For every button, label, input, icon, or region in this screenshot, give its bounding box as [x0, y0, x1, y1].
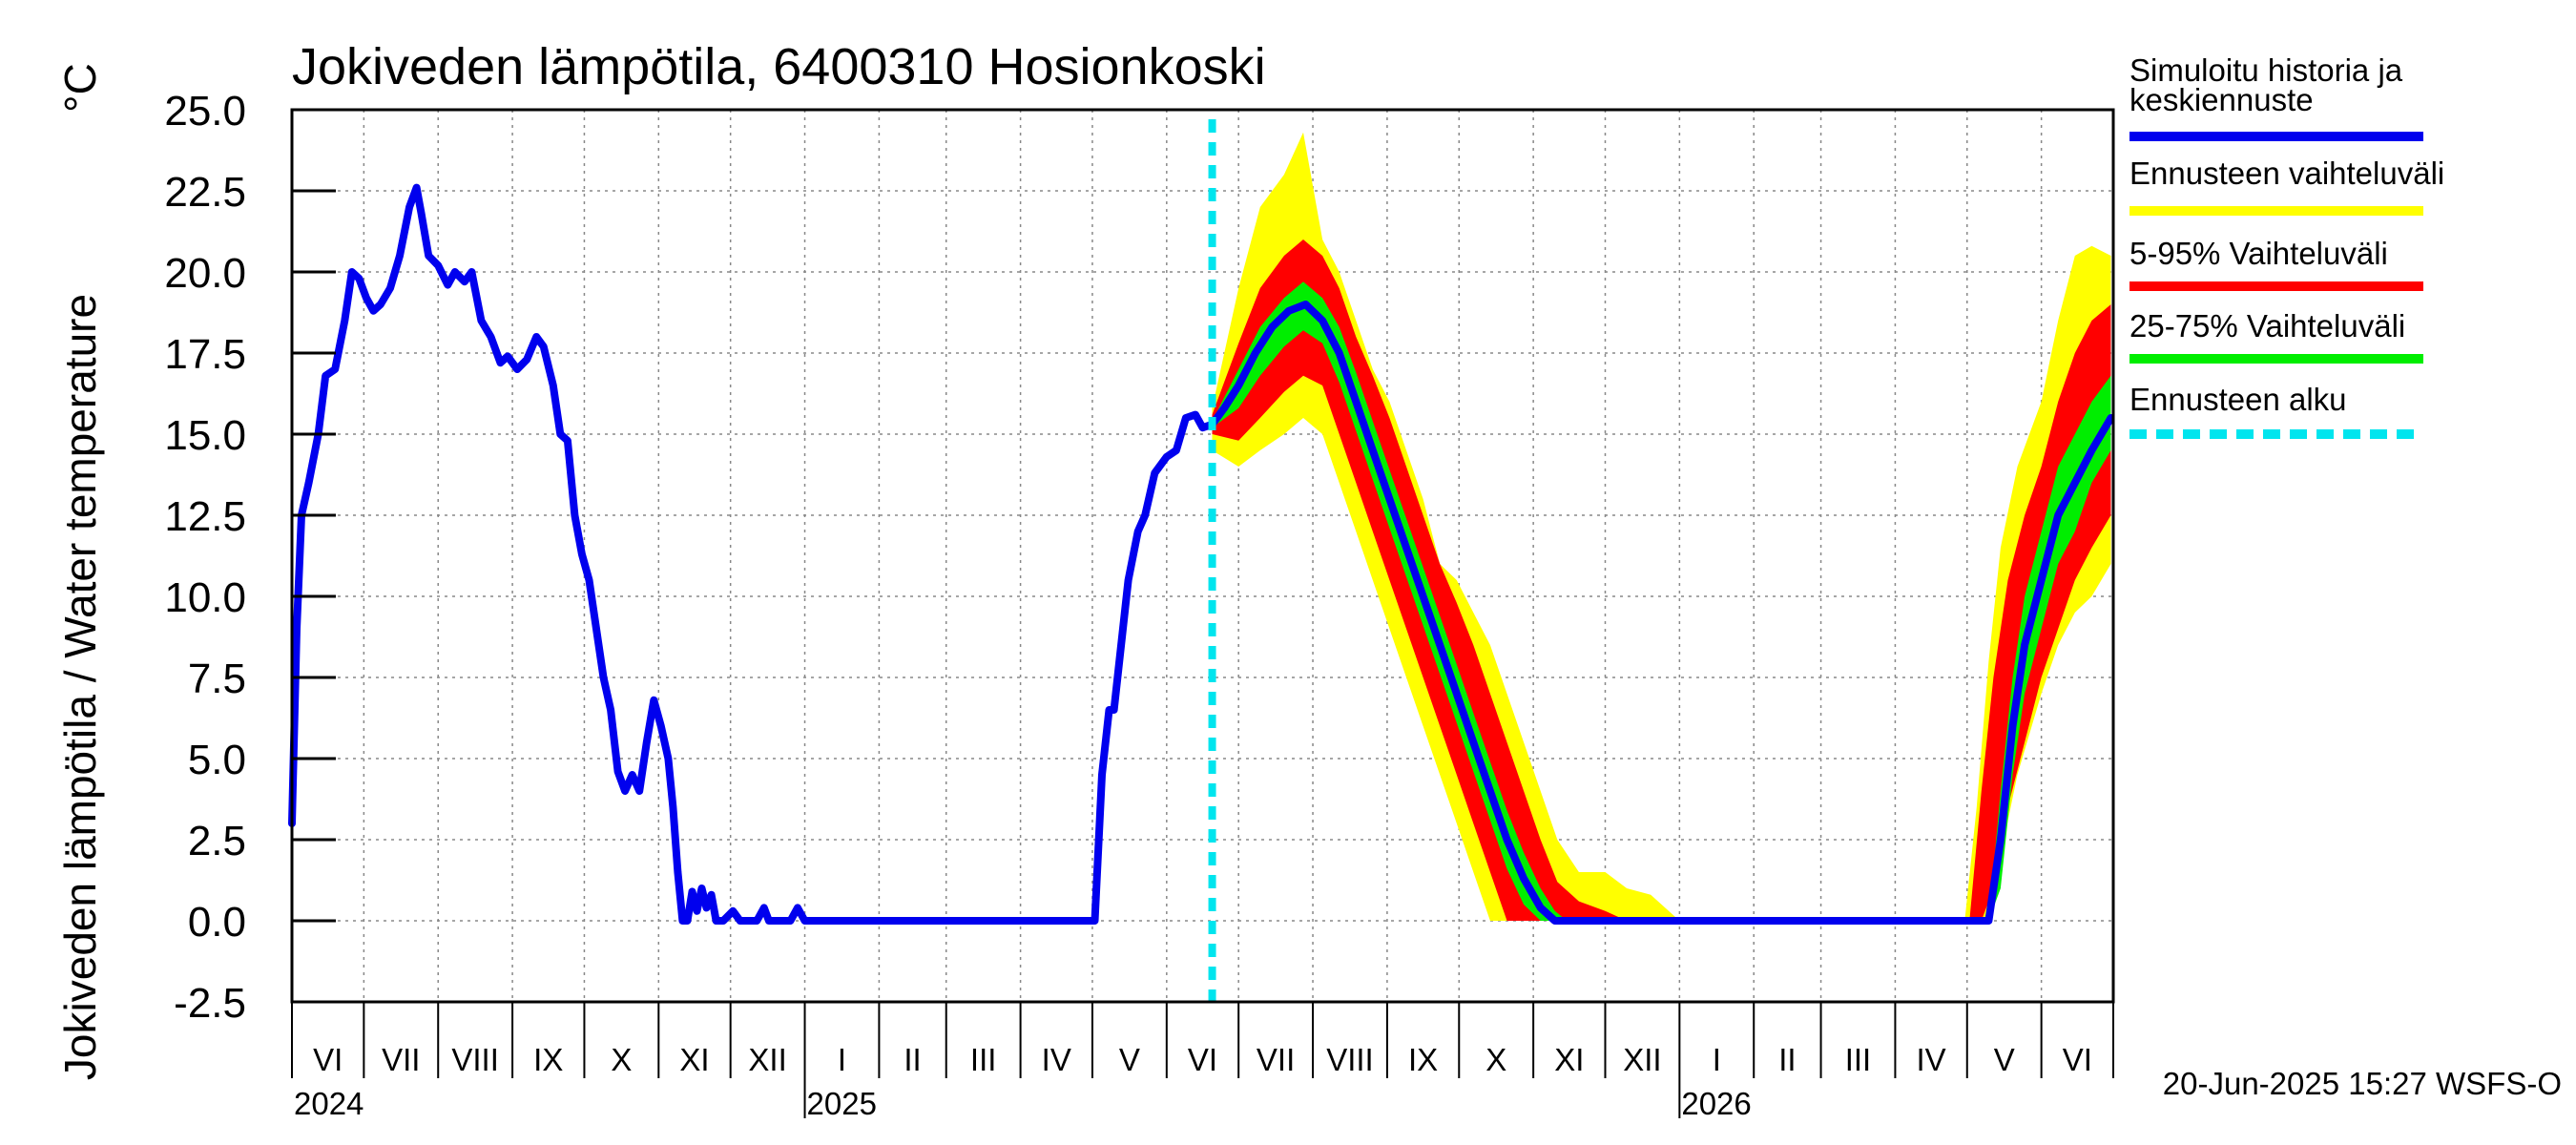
x-year-label: 2024: [294, 1086, 364, 1121]
x-month-label: V: [1994, 1042, 2015, 1077]
band-ennusteen-vaihteluv-li: [1212, 132, 2111, 922]
x-year-label: 2026: [1681, 1086, 1751, 1121]
x-month-label: VI: [1188, 1042, 1217, 1077]
y-axis-ticks: 25.0 22.5 20.0 17.5 15.0 12.5 10.0 7.5 5.0 2.5 0.0…: [164, 88, 336, 1027]
x-month-label: III: [970, 1042, 997, 1077]
legend-label: 5-95% Vaihteluväli: [2129, 236, 2388, 271]
y-tick-label: 2.5: [188, 818, 246, 864]
chart-title: Jokiveden lämpötila, 6400310 Hosionkoski: [292, 38, 1266, 95]
legend-label: keskiennuste: [2129, 82, 2314, 117]
x-month-label: VII: [382, 1042, 420, 1077]
y-tick-label: 22.5: [164, 169, 246, 216]
y-tick-label: 10.0: [164, 574, 246, 621]
y-tick-label: -2.5: [174, 980, 246, 1027]
temperature-lines: [288, 183, 2115, 925]
x-month-label: X: [611, 1042, 632, 1077]
y-tick-label: 15.0: [164, 412, 246, 459]
x-month-label: I: [838, 1042, 846, 1077]
y-axis-label: Jokiveden lämpötila / Water temperature: [55, 294, 105, 1080]
x-month-label: IX: [533, 1042, 563, 1077]
legend-label: Ennusteen vaihteluväli: [2129, 156, 2444, 191]
x-month-label: VII: [1257, 1042, 1295, 1077]
x-month-label: II: [1778, 1042, 1796, 1077]
x-month-label: VIII: [1326, 1042, 1374, 1077]
y-tick-label: 25.0: [164, 88, 246, 135]
x-month-label: XII: [748, 1042, 786, 1077]
x-month-label: IV: [1042, 1042, 1071, 1077]
legend-label: Ennusteen alku: [2129, 382, 2347, 417]
x-month-label: IV: [1917, 1042, 1946, 1077]
x-month-label: VI: [2063, 1042, 2092, 1077]
legend-label: 25-75% Vaihteluväli: [2129, 308, 2405, 344]
x-month-label: VI: [313, 1042, 343, 1077]
plot-frame: [290, 108, 2115, 1004]
x-month-label: V: [1119, 1042, 1140, 1077]
x-month-label: XI: [1554, 1042, 1584, 1077]
y-axis-unit: °C: [55, 63, 105, 113]
x-month-label: I: [1713, 1042, 1721, 1077]
y-tick-label: 5.0: [188, 737, 246, 783]
x-axis-months: VI VII VIII IX X XI XII I II III IV V VI VII VIII IX X XI…: [291, 1002, 2114, 1121]
y-tick-label: 17.5: [164, 331, 246, 378]
footer-timestamp: 20-Jun-2025 15:27 WSFS-O: [2163, 1066, 2562, 1101]
x-month-label: VIII: [451, 1042, 499, 1077]
y-tick-label: 20.0: [164, 250, 246, 297]
y-tick-label: 0.0: [188, 899, 246, 946]
x-month-label: IX: [1408, 1042, 1438, 1077]
x-month-label: II: [904, 1042, 921, 1077]
legend-label: Simuloitu historia ja: [2129, 52, 2403, 88]
x-year-label: 2025: [807, 1086, 877, 1121]
y-tick-label: 12.5: [164, 493, 246, 540]
x-month-label: III: [1845, 1042, 1872, 1077]
series-line: [1208, 301, 2115, 925]
x-month-label: XI: [679, 1042, 709, 1077]
series-line: [288, 183, 1216, 925]
y-tick-label: 7.5: [188, 656, 246, 702]
x-month-label: X: [1485, 1042, 1506, 1077]
x-month-label: XII: [1623, 1042, 1661, 1077]
